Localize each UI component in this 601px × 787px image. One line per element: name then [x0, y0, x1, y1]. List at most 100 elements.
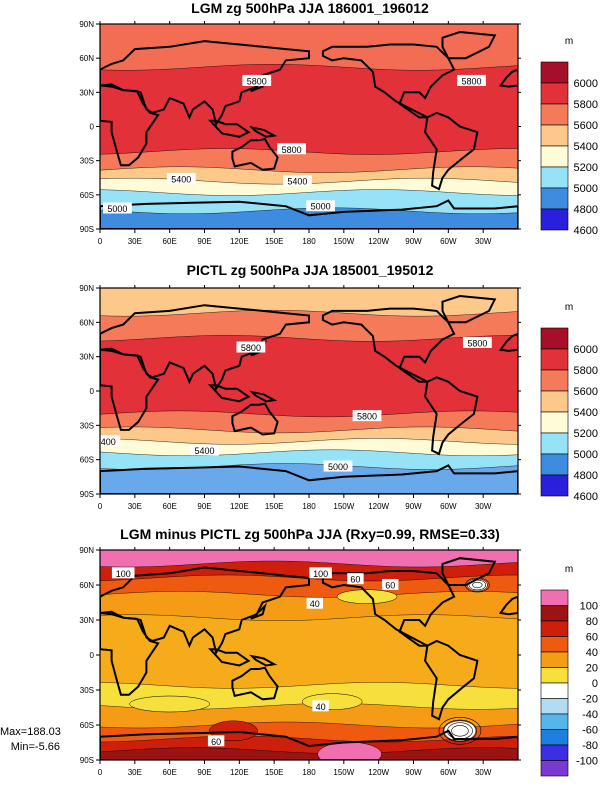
- max-stat: Max=188.03: [0, 726, 61, 738]
- colorbar-swatch: [540, 729, 569, 746]
- colorbar-swatch: [540, 82, 569, 105]
- lon-tick-label: 0: [98, 237, 103, 246]
- lat-tick-label: 90N: [79, 546, 94, 555]
- lat-tick-label: 90S: [80, 756, 94, 765]
- contour-line: [438, 717, 482, 745]
- colorbar-level-label: 80: [586, 616, 598, 628]
- colorbar-level-label: -60: [582, 725, 598, 737]
- contour-label-box: [352, 410, 382, 422]
- lon-tick-label: 90E: [197, 768, 211, 777]
- colorbar-level-label: 4600: [574, 225, 598, 237]
- coastline: [100, 40, 310, 127]
- contour-label: 5800: [282, 145, 302, 155]
- colorbar-swatch: [540, 61, 569, 84]
- coastline: [208, 384, 251, 403]
- panel-title: PICTL zg 500hPa JJA 185001_195012: [186, 262, 434, 278]
- colorbar-swatch: [540, 620, 569, 637]
- coastline: [208, 119, 251, 138]
- colorbar-level-label: 5800: [574, 365, 598, 377]
- lon-tick-label: 60E: [163, 502, 177, 511]
- colorbar-level-label: 40: [586, 647, 598, 659]
- colorbar-level-label: 5400: [574, 141, 598, 153]
- panel-pictl: PICTL zg 500hPa JJA 185001_195012 5800 58…: [0, 262, 601, 524]
- lon-tick-label: 60W: [440, 237, 457, 246]
- coastline: [321, 43, 456, 119]
- coastline: [100, 729, 518, 760]
- coastline: [250, 602, 267, 620]
- contour-label: 5800: [247, 76, 267, 86]
- lon-tick-label: 30W: [475, 502, 492, 511]
- contour-label-box: [166, 172, 196, 184]
- colorbar-swatch: [540, 432, 569, 455]
- lon-tick-label: 120W: [368, 768, 389, 777]
- colorbar-level-label: 6000: [574, 344, 598, 356]
- contour-label: 40: [316, 702, 326, 712]
- colorbar-swatch: [540, 348, 569, 371]
- map-plot-area: 5800 5800 5800 5400 5400 5000 5000 0 30E 60E 90E 12…: [79, 20, 521, 246]
- lat-tick-label: 60N: [79, 318, 94, 327]
- lon-tick-label: 60W: [440, 768, 457, 777]
- colorbar-swatch: [540, 453, 569, 476]
- contour-label-box: [236, 341, 266, 353]
- anomaly-blob: [336, 589, 398, 604]
- colorbar-swatch: [540, 636, 569, 653]
- coastline: [100, 199, 518, 229]
- contour-label-box: [457, 74, 486, 86]
- lat-tick-label: 90S: [80, 225, 94, 234]
- lat-tick-label: 30S: [80, 421, 94, 430]
- lon-tick-label: 180: [302, 768, 316, 777]
- colorbar-swatch: [540, 187, 569, 210]
- colorbar-level-label: 5600: [574, 386, 598, 398]
- contour-label-box: [323, 460, 353, 472]
- colorbar-legend: m 6000 5800 5600 5400 5200 5000 4800 4600: [540, 36, 598, 237]
- contour-line: [451, 725, 469, 737]
- colorbar-swatch: [540, 208, 569, 231]
- coastline: [231, 402, 279, 436]
- colorbar-swatch: [540, 103, 569, 126]
- lat-tick-label: 60N: [79, 54, 94, 63]
- contour-line: [442, 719, 478, 742]
- coastline: [100, 610, 160, 696]
- lat-tick-label: 60N: [79, 581, 94, 590]
- contour-label-box: [100, 435, 121, 447]
- colorbar-swatch: [540, 145, 569, 168]
- lat-tick-label: 60S: [80, 191, 94, 200]
- coastline: [100, 304, 310, 392]
- colorbar-level-label: 20: [586, 663, 598, 675]
- colorbar-swatch: [540, 760, 569, 777]
- colorbar-unit: m: [565, 302, 573, 313]
- contour-label-box: [207, 735, 225, 747]
- lon-tick-label: 0: [98, 502, 103, 511]
- panel-title: LGM minus PICTL zg 500hPa JJA (Rxy=0.99,…: [120, 526, 500, 542]
- lat-tick-label: 30S: [80, 686, 94, 695]
- colorbar-unit: m: [565, 564, 573, 575]
- coastline: [249, 125, 278, 138]
- lon-tick-label: 90W: [405, 768, 422, 777]
- colorbar-level-label: -100: [576, 756, 598, 768]
- lon-tick-label: 120E: [230, 502, 249, 511]
- colorbar-level-label: 5000: [574, 449, 598, 461]
- contour-label-box: [312, 700, 329, 712]
- map-svg: 100 100 60 60 40 40 60 0 30E 60E 90E 120E 150E 180 150…: [79, 546, 598, 777]
- contour-label: 5400: [171, 174, 191, 184]
- map-svg: 5800 5800 5800 5400 5400 5000 0 30E 60E 90E 120E 15…: [79, 284, 598, 511]
- contour-label-box: [309, 567, 332, 579]
- contour-label: 5800: [462, 76, 482, 86]
- contour-label-box: [282, 175, 312, 187]
- coastline: [208, 648, 251, 667]
- colorbar-swatch: [540, 682, 569, 699]
- lon-tick-label: 90W: [405, 502, 422, 511]
- panel-difference: LGM minus PICTL zg 500hPa JJA (Rxy=0.99,…: [0, 526, 601, 782]
- lat-tick-label: 30N: [79, 353, 94, 362]
- contour-label-box: [103, 202, 132, 214]
- coastline: [424, 111, 479, 191]
- contour-band: [100, 614, 518, 696]
- coastline: [441, 557, 497, 586]
- colorbar-legend: m 100 80 60 40 20 0 -20 -40 -60 -80 -100: [540, 564, 598, 777]
- coastline: [498, 332, 518, 352]
- coastline: [441, 294, 497, 324]
- contour-label-box: [242, 74, 272, 86]
- colorbar-level-label: 5000: [574, 183, 598, 195]
- colorbar-level-label: 0: [592, 678, 598, 690]
- lon-tick-label: 30E: [128, 768, 142, 777]
